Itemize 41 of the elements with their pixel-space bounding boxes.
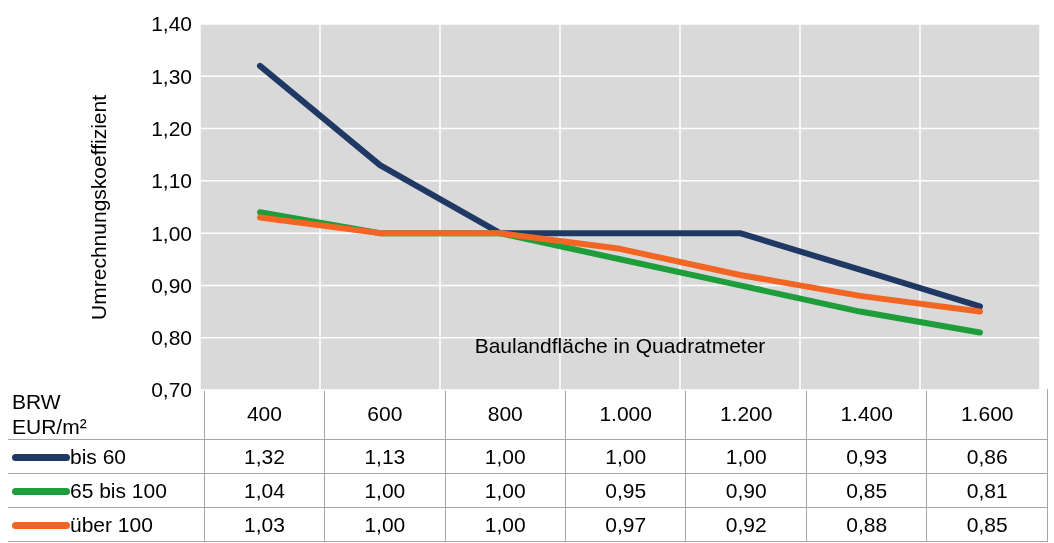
y-tick-label: 0,80 <box>151 326 192 350</box>
data-label: 1,00 <box>565 439 686 474</box>
legend-label: bis 60 <box>70 444 127 468</box>
data-label: 1,04 <box>204 473 325 508</box>
data-label: 1,00 <box>445 507 566 542</box>
y-tick-label: 1,00 <box>151 221 192 245</box>
y-tick-label: 0,70 <box>151 378 192 402</box>
x-tick-label: 1.200 <box>685 389 807 440</box>
x-tick-label: 1.600 <box>926 389 1048 440</box>
data-label: 0,85 <box>926 507 1048 542</box>
y-axis-title: Umrechnungskoeffizient <box>87 94 111 320</box>
y-tick-label: 1,10 <box>151 169 192 193</box>
x-tick-label: 400 <box>204 389 325 440</box>
data-label: 1,03 <box>204 507 325 542</box>
data-label: 1,00 <box>685 439 807 474</box>
data-label: 1,00 <box>445 439 566 474</box>
data-label: 0,86 <box>926 439 1048 474</box>
data-label: 1,00 <box>324 507 446 542</box>
data-label: 0,92 <box>685 507 807 542</box>
y-tick-label: 1,40 <box>151 12 192 36</box>
x-tick-label: 600 <box>324 389 446 440</box>
data-label: 0,95 <box>565 473 686 508</box>
y-tick-label: 0,90 <box>151 273 192 297</box>
legend-label: 65 bis 100 <box>70 478 167 502</box>
data-label: 0,88 <box>806 507 927 542</box>
data-label: 0,90 <box>685 473 807 508</box>
x-tick-label: 800 <box>445 389 566 440</box>
data-label: 1,13 <box>324 439 446 474</box>
data-label: 0,81 <box>926 473 1048 508</box>
data-label: 0,93 <box>806 439 927 474</box>
x-tick-label: 1.000 <box>565 389 686 440</box>
y-tick-label: 1,20 <box>151 117 192 141</box>
data-label: 0,85 <box>806 473 927 508</box>
x-tick-label: 1.400 <box>806 389 927 440</box>
data-label: 0,97 <box>565 507 686 542</box>
legend-label: über 100 <box>70 512 153 536</box>
data-label: 1,00 <box>324 473 446 508</box>
x-axis-title: Baulandfläche in Quadratmeter <box>473 334 767 358</box>
data-label: 1,32 <box>204 439 325 474</box>
data-label: 1,00 <box>445 473 566 508</box>
y-tick-label: 1,30 <box>151 64 192 88</box>
